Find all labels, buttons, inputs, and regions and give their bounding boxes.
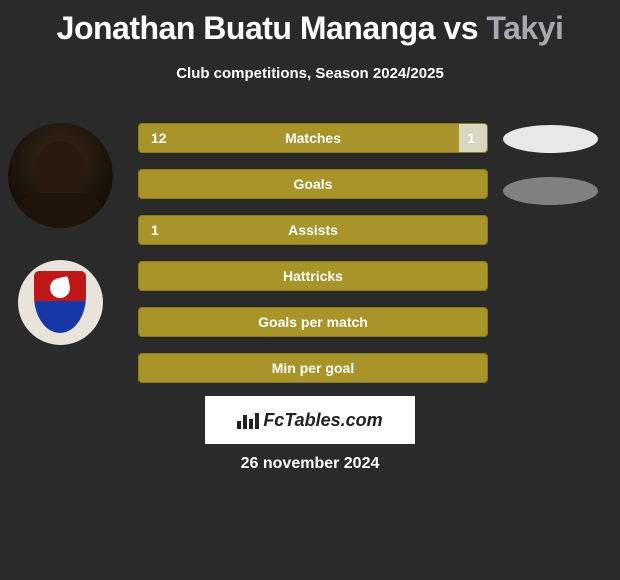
stat-row-hattricks: Hattricks [138,261,488,291]
stat-row-goals: Goals [138,169,488,199]
stat-row-min-per-goal: Min per goal [138,353,488,383]
stat-label: Hattricks [139,262,487,290]
player1-avatar [8,123,113,228]
stat-label: Goals per match [139,308,487,336]
player2-name: Takyi [486,10,563,46]
stat-label: Min per goal [139,354,487,382]
subtitle: Club competitions, Season 2024/2025 [0,65,620,82]
vs-label: vs [443,10,478,46]
brand-badge: FcTables.com [205,396,415,444]
comparison-title: Jonathan Buatu Mananga vs Takyi [0,0,620,47]
stat-row-matches: 12 Matches 1 [138,123,488,153]
stat-right-value: 1 [467,124,475,152]
stat-label: Assists [139,216,487,244]
stat-row-goals-per-match: Goals per match [138,307,488,337]
stat-label: Matches [139,124,487,152]
stat-bars: 12 Matches 1 Goals 1 Assists Hattricks G… [138,123,488,399]
player1-club-badge [18,260,103,345]
player2-avatar-placeholder [503,125,598,153]
player1-name: Jonathan Buatu Mananga [57,10,435,46]
bar-chart-icon [237,411,259,429]
stat-label: Goals [139,170,487,198]
stat-row-assists: 1 Assists [138,215,488,245]
footer-date: 26 november 2024 [0,455,620,473]
brand-text: FcTables.com [263,410,382,431]
player2-club-placeholder [503,177,598,205]
